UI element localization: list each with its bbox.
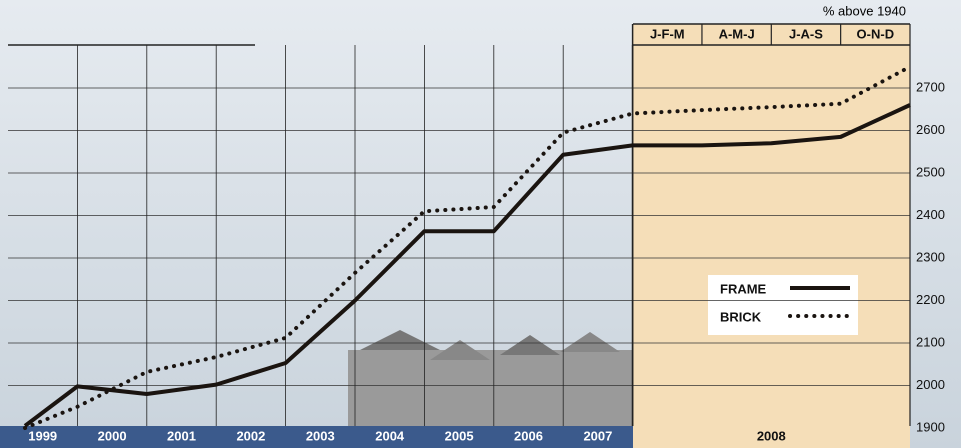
quarter-label: J-F-M	[650, 26, 685, 41]
y-tick-label: 2400	[916, 207, 945, 222]
y-tick-label: 2000	[916, 377, 945, 392]
legend-label: FRAME	[720, 281, 767, 296]
year-bar-2008	[633, 426, 910, 448]
axis-label: % above 1940	[823, 3, 906, 18]
line-0	[23, 103, 911, 428]
x-tick-label: 2000	[98, 428, 127, 443]
x-tick-label: 2002	[236, 428, 265, 443]
x-tick-label: 2004	[375, 428, 405, 443]
legend-label: BRICK	[720, 309, 762, 324]
quarter-label: O-N-D	[857, 26, 895, 41]
quarter-label: J-A-S	[789, 26, 823, 41]
x-tick-label: 1999	[28, 428, 57, 443]
2008-shade	[633, 24, 910, 426]
line-1	[23, 64, 912, 430]
legend-box	[708, 275, 858, 335]
quarter-label: A-M-J	[719, 26, 755, 41]
x-tick-label: 2006	[514, 428, 543, 443]
year-bar	[0, 426, 633, 448]
x-tick-label: 2008	[757, 428, 786, 443]
x-tick-label: 2005	[445, 428, 474, 443]
houses	[348, 330, 633, 426]
y-tick-label: 2100	[916, 334, 945, 349]
y-tick-label: 2500	[916, 164, 945, 179]
y-tick-label: 2700	[916, 79, 945, 94]
y-tick-label: 1900	[916, 419, 945, 434]
x-tick-label: 2001	[167, 428, 196, 443]
y-tick-label: 2300	[916, 249, 945, 264]
x-tick-label: 2003	[306, 428, 335, 443]
y-tick-label: 2200	[916, 292, 945, 307]
x-tick-label: 2007	[583, 428, 612, 443]
y-tick-label: 2600	[916, 122, 945, 137]
